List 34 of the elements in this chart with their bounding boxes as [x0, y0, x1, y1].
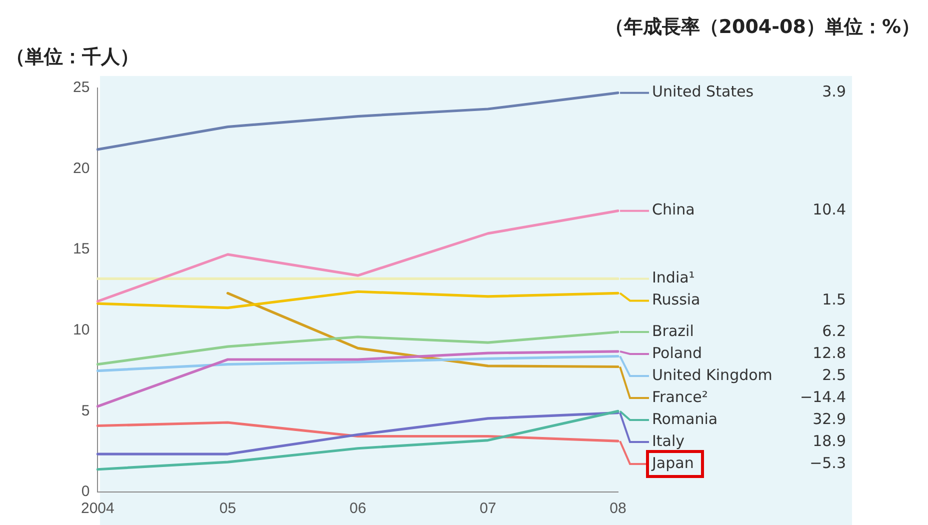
x-tick-label: 2004 — [80, 500, 114, 518]
legend-label: United States — [652, 82, 754, 101]
text: 1.5 — [822, 290, 846, 309]
text: 2.5 — [822, 366, 846, 384]
x-tick-label: 06 — [350, 500, 366, 518]
text: 12.8 — [812, 344, 846, 362]
legend-label: United Kingdom — [652, 366, 772, 384]
y-tick-label: 20 — [72, 160, 90, 177]
y-tick-label: 10 — [72, 322, 90, 339]
x-tick-label: 07 — [480, 500, 496, 518]
text: Japan — [651, 454, 694, 472]
y-tick-label: 25 — [72, 79, 90, 96]
text: −14.4 — [800, 388, 846, 406]
legend-label: Poland — [652, 344, 702, 362]
text: −5.3 — [810, 454, 846, 472]
legend-label: China — [652, 200, 695, 219]
y-axis-title: （単位：千人） — [6, 45, 139, 70]
x-tick-label: 08 — [610, 500, 626, 518]
legend-label: Brazil — [652, 322, 694, 340]
text: 10.4 — [812, 200, 846, 219]
text: Italy — [652, 432, 685, 450]
text: France² — [652, 388, 708, 406]
legend-label: India¹ — [652, 268, 695, 287]
x-tick-label: 05 — [219, 500, 236, 518]
y-tick-label: 0 — [81, 483, 90, 500]
text: 18.9 — [812, 432, 846, 450]
text: 3.9 — [822, 82, 846, 101]
text: 32.9 — [812, 410, 846, 428]
y-tick-label: 15 — [72, 240, 90, 258]
y-tick-label: 5 — [81, 402, 90, 420]
text: 6.2 — [822, 322, 846, 340]
legend-label: Romania — [652, 410, 718, 428]
text: （年成長率（2004-08）単位：%） — [604, 15, 920, 40]
legend-label: Russia — [652, 290, 700, 309]
